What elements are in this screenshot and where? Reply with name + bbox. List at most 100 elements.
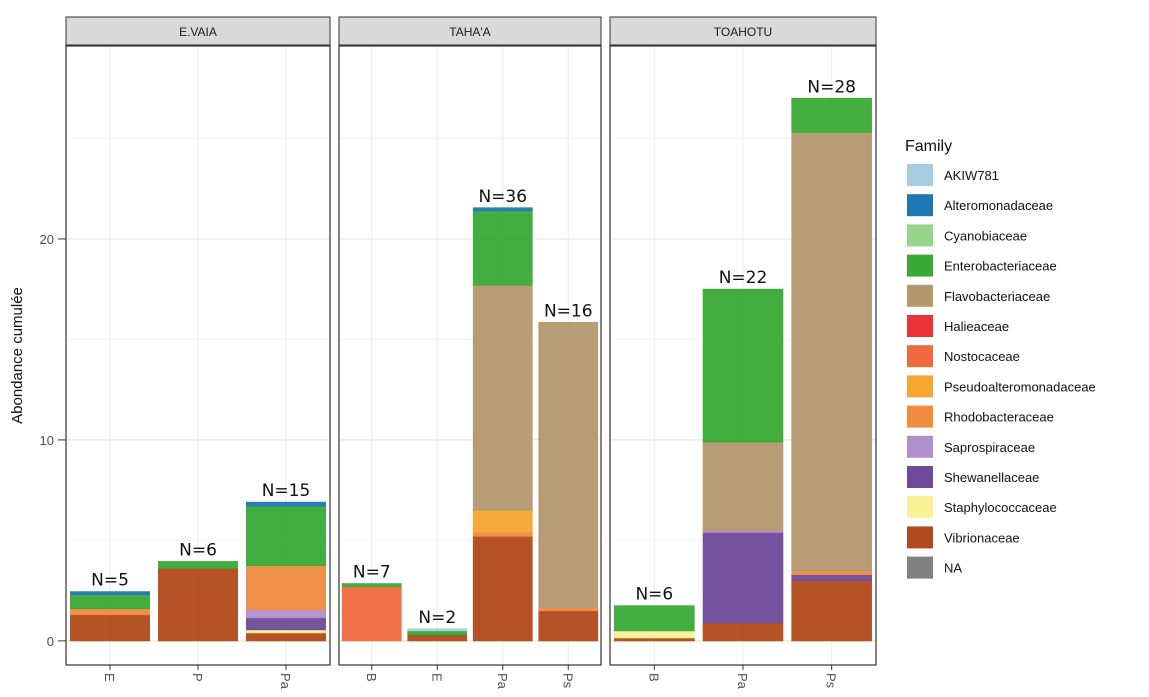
y-tick-label: 0 bbox=[47, 634, 54, 649]
legend-key bbox=[907, 315, 933, 337]
x-tick-label: E bbox=[102, 673, 117, 682]
n-label: N=28 bbox=[807, 77, 856, 97]
bar-segment-alteromonadaceae bbox=[472, 207, 533, 212]
y-axis-label: Abondance cumulée bbox=[9, 287, 26, 424]
legend-label: Cyanobiaceae bbox=[944, 228, 1027, 243]
legend-key bbox=[907, 164, 933, 186]
bar-segment-shewanellaceae bbox=[791, 574, 872, 581]
bar-segment-rhodobacteraceae bbox=[472, 531, 533, 537]
bar-segment-vibrionaceae bbox=[70, 614, 150, 642]
bar-segment-alteromonadaceae bbox=[70, 591, 150, 596]
panel-border bbox=[338, 45, 602, 666]
legend-label: Enterobacteriaceae bbox=[944, 259, 1057, 274]
bar-segment-shewanellaceae bbox=[245, 617, 326, 631]
bar-segment-enterobacteriaceae bbox=[157, 561, 238, 569]
facet-strip bbox=[609, 16, 877, 46]
x-tick-label: Pa bbox=[735, 673, 750, 690]
x-tick-label: E bbox=[429, 673, 444, 682]
x-tick-label: Ps bbox=[824, 673, 839, 689]
n-label: N=22 bbox=[719, 268, 768, 288]
legend-label: Nostocaceae bbox=[944, 349, 1020, 364]
x-tick-label: Pa bbox=[278, 673, 293, 690]
legend-key bbox=[907, 435, 933, 458]
bar-segment-vibrionaceae bbox=[407, 634, 468, 642]
bar-segment-rhodobacteraceae bbox=[538, 607, 599, 612]
legend-key bbox=[907, 345, 933, 368]
bar-segment-enterobacteriaceae bbox=[70, 594, 150, 610]
bar-segment-enterobacteriaceae bbox=[407, 630, 468, 636]
bar-segment-flavobacteriaceae bbox=[702, 441, 784, 531]
facet-strip bbox=[65, 16, 331, 46]
bar-segment-flavobacteriaceae bbox=[472, 284, 533, 511]
bar-segment-vibrionaceae bbox=[157, 568, 238, 642]
bar-segment-enterobacteriaceae bbox=[702, 288, 784, 443]
legend-key bbox=[907, 254, 933, 277]
x-tick-label: Ps bbox=[560, 673, 575, 689]
bar-segment-staphylococcaceae bbox=[614, 630, 695, 639]
n-label: N=2 bbox=[418, 608, 456, 628]
n-label: N=36 bbox=[478, 187, 527, 207]
legend-label: AKIW781 bbox=[944, 168, 999, 183]
legend-key bbox=[907, 466, 933, 488]
legend-key bbox=[907, 405, 933, 428]
bar-segment-staphylococcaceae bbox=[245, 629, 326, 634]
bar-segment-akiw781 bbox=[407, 628, 468, 632]
legend-label: Saprospiraceae bbox=[944, 440, 1035, 455]
x-tick-label: B bbox=[646, 673, 661, 682]
x-tick-label: Pa bbox=[495, 673, 510, 690]
bar-segment-rhodobacteraceae bbox=[70, 608, 150, 616]
n-label: N=7 bbox=[353, 563, 391, 583]
bar-segment-vibrionaceae bbox=[791, 580, 872, 642]
legend-key bbox=[907, 284, 933, 307]
legend-key bbox=[907, 194, 933, 217]
bar-segment-enterobacteriaceae bbox=[341, 583, 402, 588]
legend-label: Alteromonadaceae bbox=[944, 198, 1053, 213]
bar-segment-vibrionaceae bbox=[614, 637, 695, 642]
bar-segment-enterobacteriaceae bbox=[614, 605, 695, 632]
bar-segment-shewanellaceae bbox=[702, 531, 784, 624]
bar-segment-rhodobacteraceae bbox=[245, 565, 326, 611]
y-tick-label: 10 bbox=[40, 433, 54, 448]
y-tick-label: 20 bbox=[40, 232, 54, 247]
bar-segment-saprospiraceae bbox=[245, 609, 326, 619]
facet-title: TOAHOTU bbox=[714, 25, 772, 39]
bar-segment-enterobacteriaceae bbox=[791, 97, 872, 133]
legend-label: Flavobacteriaceae bbox=[944, 289, 1050, 304]
facet-strip bbox=[338, 16, 602, 46]
legend-key bbox=[907, 556, 933, 579]
legend-label: Vibrionaceae bbox=[944, 530, 1020, 545]
n-label: N=6 bbox=[179, 540, 217, 560]
bar-segment-nostocaceae bbox=[341, 586, 402, 642]
legend-label: Pseudoalteromonadaceae bbox=[944, 379, 1096, 394]
n-label: N=16 bbox=[544, 301, 593, 321]
n-label: N=5 bbox=[91, 571, 129, 591]
bar-segment-flavobacteriaceae bbox=[538, 321, 599, 609]
legend-key bbox=[907, 496, 933, 519]
panel-border bbox=[609, 45, 877, 666]
bar-segment-rhodobacteraceae bbox=[791, 570, 872, 575]
bar-segment-vibrionaceae bbox=[702, 622, 784, 642]
bar-segment-vibrionaceae bbox=[245, 632, 326, 642]
facet-title: TAHA'A bbox=[449, 25, 490, 39]
x-tick-label: P bbox=[190, 673, 205, 682]
legend-key bbox=[907, 224, 933, 247]
bar-segment-vibrionaceae bbox=[538, 610, 599, 642]
legend-label: Rhodobacteraceae bbox=[944, 410, 1054, 425]
bar-segment-enterobacteriaceae bbox=[472, 210, 533, 286]
panel-border bbox=[65, 45, 331, 666]
legend-key bbox=[907, 526, 933, 549]
facet-title: E.VAIA bbox=[179, 25, 217, 39]
legend-label: Shewanellaceae bbox=[944, 470, 1039, 485]
x-tick-label: B bbox=[364, 673, 379, 682]
bar-segment-flavobacteriaceae bbox=[791, 132, 872, 571]
legend-title: Family bbox=[905, 138, 952, 155]
bar-segment-enterobacteriaceae bbox=[245, 505, 326, 566]
n-label: N=15 bbox=[262, 481, 311, 501]
n-label: N=6 bbox=[635, 585, 673, 605]
legend-label: Halieaceae bbox=[944, 319, 1009, 334]
bar-segment-alteromonadaceae bbox=[245, 501, 326, 507]
bar-segment-vibrionaceae bbox=[472, 535, 533, 642]
legend-label: NA bbox=[944, 561, 962, 576]
bar-segment-pseudoalteromonadaceae bbox=[472, 509, 533, 533]
